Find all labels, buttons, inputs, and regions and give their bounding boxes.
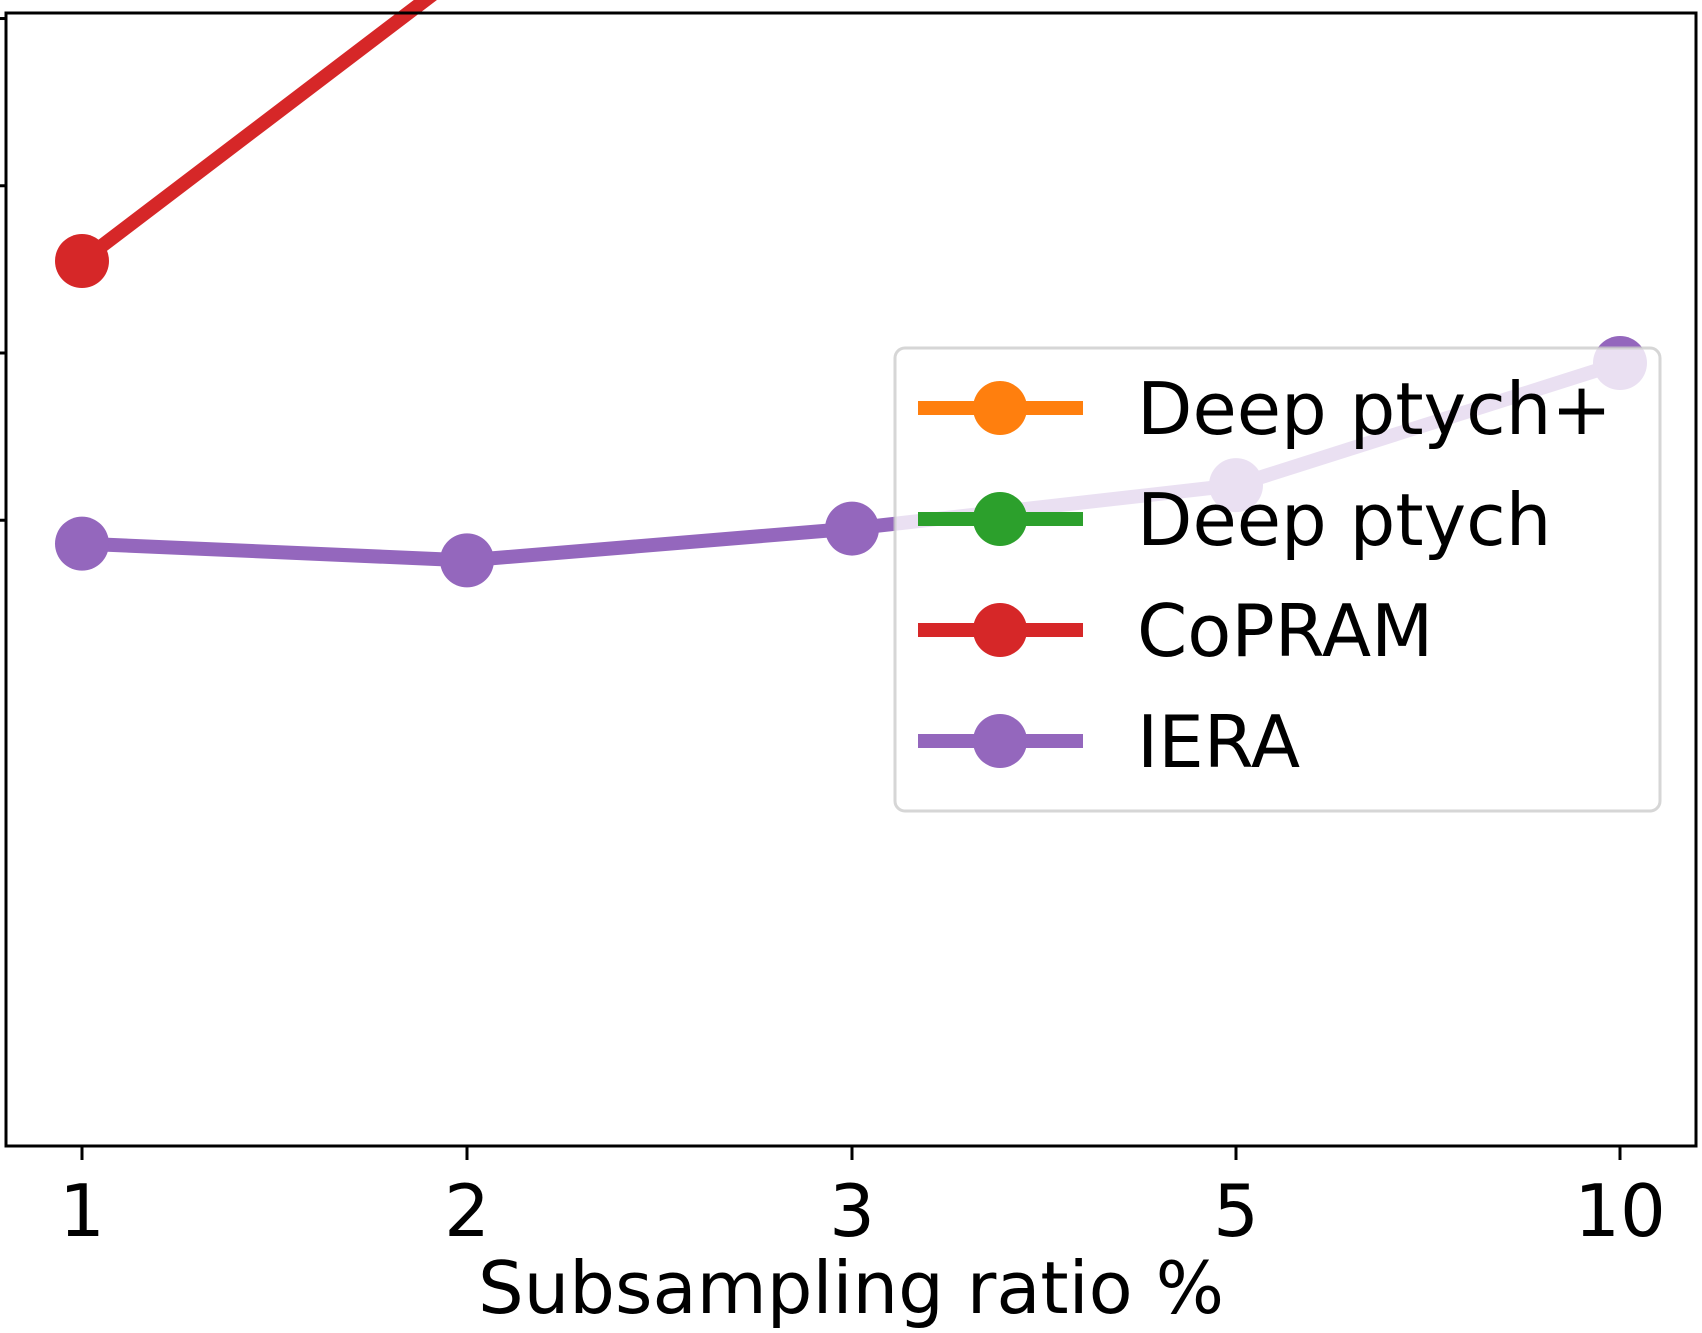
legend-label: Deep ptych+ — [1137, 367, 1612, 451]
data-point — [825, 501, 879, 556]
legend-entry: IERA — [918, 700, 1300, 784]
x-tick-label: 10 — [1574, 1169, 1666, 1253]
data-point — [55, 516, 109, 571]
legend-entries: Deep ptych+ Deep ptych CoPRAM IERA — [918, 367, 1612, 784]
legend-entry: CoPRAM — [918, 589, 1433, 673]
x-tick-label: 3 — [829, 1169, 875, 1253]
legend-marker-swatch — [973, 492, 1027, 546]
x-tick-label: 2 — [444, 1169, 490, 1253]
legend-entry: Deep ptych+ — [918, 367, 1612, 451]
data-point — [440, 533, 494, 588]
legend-frame — [893, 346, 1662, 813]
legend: Deep ptych+ Deep ptych CoPRAM IERA — [893, 346, 1662, 813]
data-point — [55, 234, 109, 289]
x-tick-label: 1 — [59, 1169, 105, 1253]
x-tick-label: 5 — [1213, 1169, 1259, 1253]
series-copram — [55, 0, 437, 289]
plot-frame — [4, 11, 1698, 1148]
legend-marker-swatch — [973, 603, 1027, 657]
legend-marker-swatch — [973, 714, 1027, 768]
legend-label: Deep ptych — [1137, 478, 1551, 562]
series-line — [72, 0, 437, 271]
legend-entry: Deep ptych — [918, 478, 1551, 562]
x-axis-ticks: 1 2 3 5 10 — [59, 1146, 1666, 1253]
x-axis-label: Subsampling ratio % — [478, 1246, 1224, 1330]
legend-label: CoPRAM — [1137, 589, 1433, 673]
legend-marker-swatch — [973, 381, 1027, 435]
legend-label: IERA — [1137, 700, 1300, 784]
